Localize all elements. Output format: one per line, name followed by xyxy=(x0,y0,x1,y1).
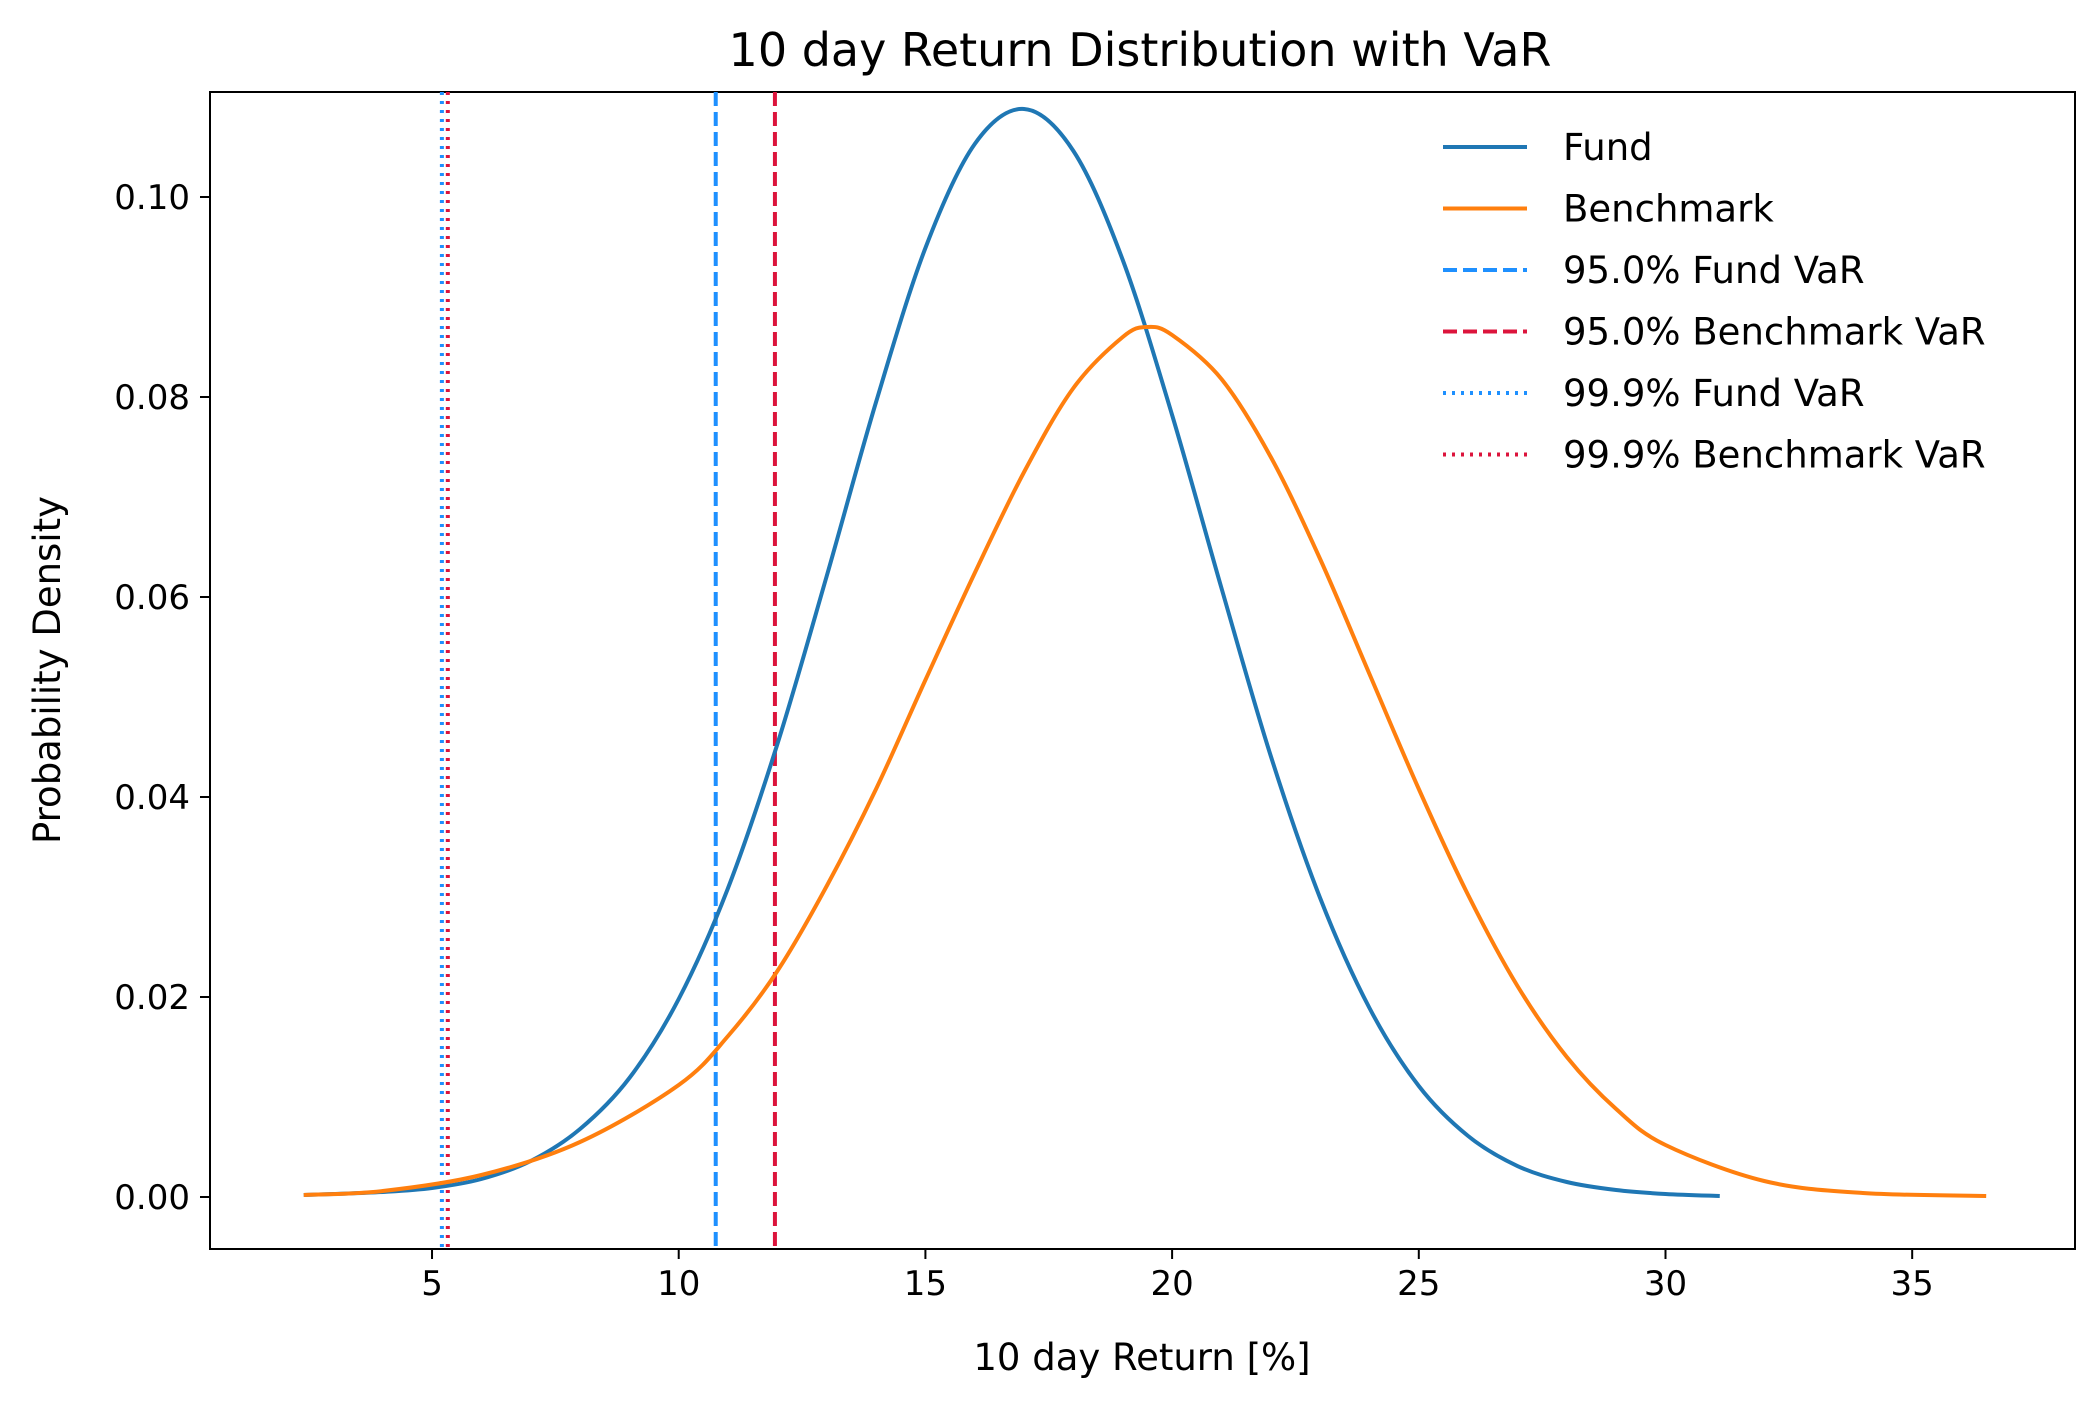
x-axis: 5 10 15 20 25 30 35 xyxy=(421,1249,1934,1304)
benchmark-curve xyxy=(303,324,1987,1198)
y-tick-label: 0.02 xyxy=(114,978,190,1018)
legend-label: 99.9% Fund VaR xyxy=(1563,372,1865,415)
legend-item-fund: Fund xyxy=(1443,126,1653,169)
chart-title: 10 day Return Distribution with VaR xyxy=(729,23,1552,77)
x-tick-label: 25 xyxy=(1397,1264,1440,1304)
y-axis: 0.00 0.02 0.04 0.06 0.08 0.10 xyxy=(114,178,210,1218)
y-tick-label: 0.04 xyxy=(114,778,190,818)
y-tick-label: 0.06 xyxy=(114,578,190,618)
legend-label: 95.0% Fund VaR xyxy=(1563,249,1865,292)
var-lines xyxy=(439,92,777,1249)
legend-label: 95.0% Benchmark VaR xyxy=(1563,311,1986,354)
x-tick-label: 15 xyxy=(904,1264,947,1304)
legend-label: 99.9% Benchmark VaR xyxy=(1563,434,1986,477)
y-tick-label: 0.00 xyxy=(114,1178,190,1218)
legend-item-95-0-benchmark-var: 95.0% Benchmark VaR xyxy=(1443,311,1986,354)
x-tick-label: 35 xyxy=(1891,1264,1934,1304)
legend-item-99-9-benchmark-var: 99.9% Benchmark VaR xyxy=(1443,434,1986,477)
legend: Fund Benchmark 95.0% Fund VaR 95.0% Benchma… xyxy=(1443,126,1986,477)
legend-item-95-0-fund-var: 95.0% Fund VaR xyxy=(1443,249,1865,292)
x-axis-label: 10 day Return [%] xyxy=(973,1336,1310,1379)
plot-area: 5 10 15 20 25 30 35 0.00 0.02 0.04 0.06 0.08 0.10 xyxy=(114,91,2076,1304)
legend-item-benchmark: Benchmark xyxy=(1443,188,1774,231)
legend-label: Fund xyxy=(1563,126,1653,169)
legend-label: Benchmark xyxy=(1563,188,1774,231)
y-axis-label: Probability Density xyxy=(26,496,69,844)
legend-item-99-9-fund-var: 99.9% Fund VaR xyxy=(1443,372,1865,415)
density-curves xyxy=(303,106,1987,1198)
x-tick-label: 10 xyxy=(657,1264,700,1304)
y-tick-label: 0.10 xyxy=(114,178,190,218)
x-tick-label: 20 xyxy=(1150,1264,1193,1304)
plot-frame xyxy=(209,91,2076,1250)
fund-curve xyxy=(303,106,1720,1198)
y-tick-label: 0.08 xyxy=(114,378,190,418)
x-tick-label: 5 xyxy=(421,1264,443,1304)
x-tick-label: 30 xyxy=(1644,1264,1687,1304)
